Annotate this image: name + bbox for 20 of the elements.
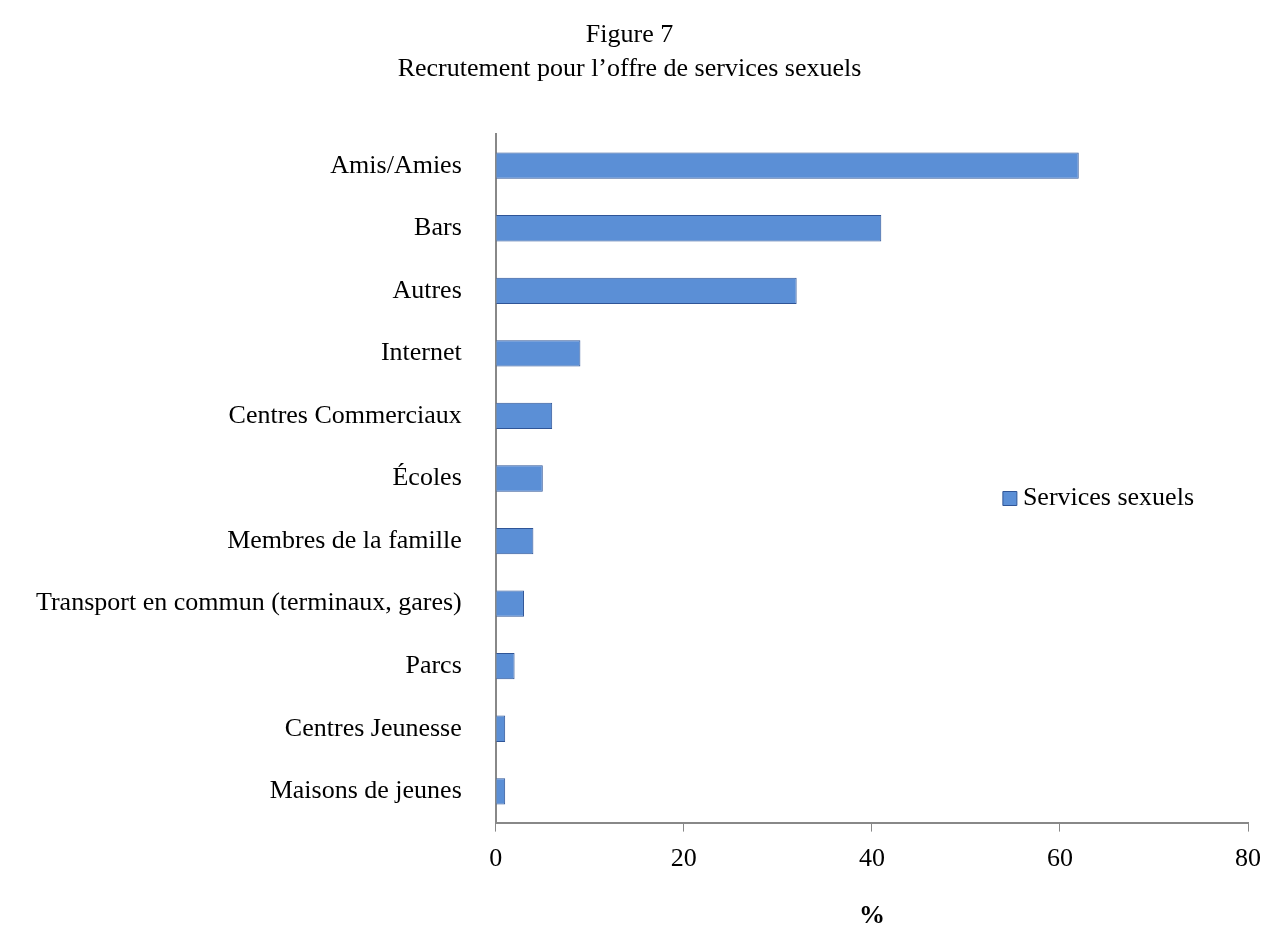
x-tick-label: 80 — [1235, 843, 1261, 873]
y-tick-label: Transport en commun (terminaux, gares) — [35, 587, 462, 617]
chart-title: Figure 7 — [585, 19, 674, 49]
y-tick-label: Bars — [414, 212, 462, 242]
y-tick-label: Centres Commerciaux — [228, 399, 462, 429]
x-axis-title: % — [858, 900, 885, 930]
y-tick-label: Amis/Amies — [330, 149, 462, 179]
y-tick-label: Membres de la famille — [227, 524, 462, 554]
chart-subtitle: Recrutement pour l’offre de services sexuels — [397, 52, 862, 82]
legend-label: Services sexuels — [1022, 482, 1194, 512]
x-tick-label: 60 — [1046, 843, 1073, 873]
x-tick-label: 20 — [670, 843, 697, 873]
y-tick-label: Internet — [380, 337, 463, 367]
y-tick-label: Parcs — [405, 650, 462, 680]
y-tick-label: Autres — [392, 274, 462, 304]
y-tick-label: Maisons de jeunes — [269, 775, 462, 805]
x-tick-label: 40 — [858, 843, 885, 873]
x-tick-label: 0 — [489, 843, 503, 873]
y-tick-label: Écoles — [392, 462, 462, 492]
y-tick-label: Centres Jeunesse — [284, 712, 462, 742]
